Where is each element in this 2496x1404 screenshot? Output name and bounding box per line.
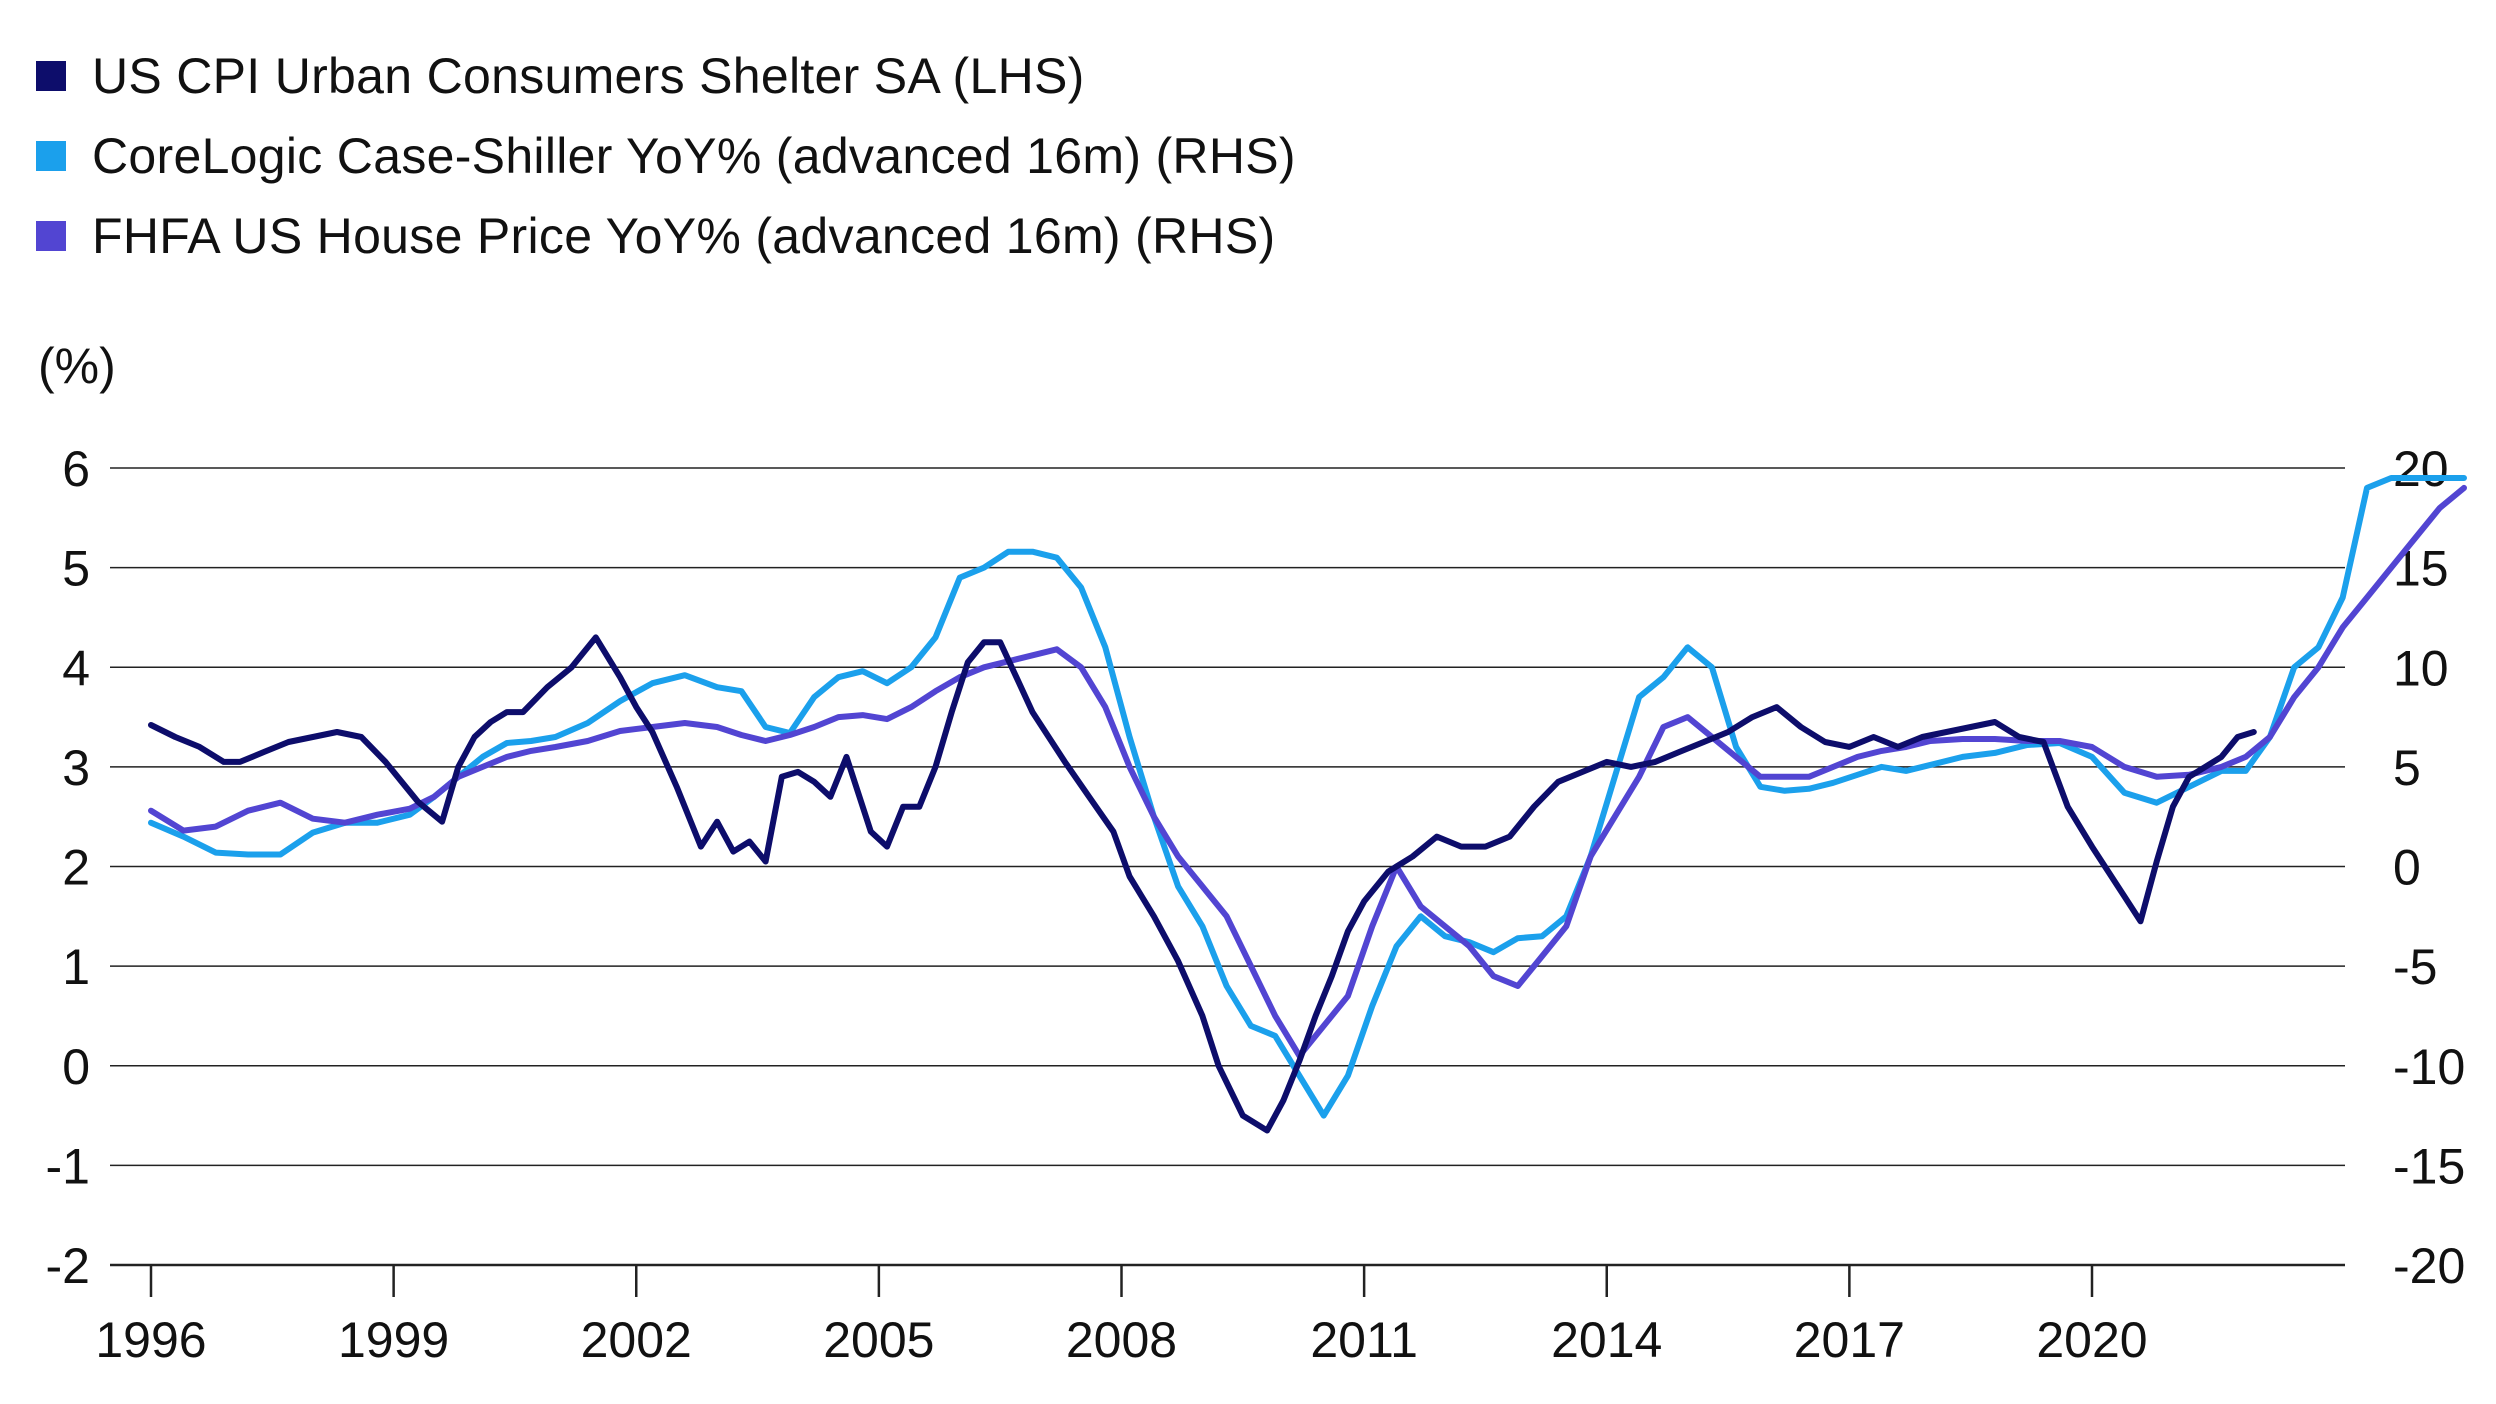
- right-tick-label: 0: [2393, 840, 2421, 896]
- legend-label-cpi-shelter: US CPI Urban Consumers Shelter SA (LHS): [92, 48, 1085, 104]
- right-tick-label: 20: [2393, 441, 2449, 497]
- y-unit-label: (%): [38, 338, 116, 394]
- x-tick-label: 2017: [1794, 1312, 1905, 1368]
- x-tick-label: 2002: [581, 1312, 692, 1368]
- left-tick-label: 4: [62, 640, 90, 696]
- legend-label-fhfa: FHFA US House Price YoY% (advanced 16m) …: [92, 208, 1276, 264]
- x-tick-label: 1999: [338, 1312, 449, 1368]
- legend-swatch-fhfa: [36, 221, 66, 251]
- left-tick-label: 5: [62, 541, 90, 597]
- legend-item-case-shiller: CoreLogic Case-Shiller YoY% (advanced 16…: [36, 116, 1296, 196]
- x-axis: 1996 1999 2002 2005 2008 2011 2014 2017 2020: [95, 1265, 2148, 1368]
- x-tick-label: 1996: [95, 1312, 206, 1368]
- right-tick-label: 15: [2393, 541, 2449, 597]
- x-tick-label: 2008: [1066, 1312, 1177, 1368]
- left-tick-label: -2: [46, 1238, 90, 1294]
- gridlines: [110, 467, 2345, 1267]
- right-axis-ticks: -20 -15 -10 -5 0 5 10 15 20: [2393, 441, 2465, 1294]
- right-tick-label: -10: [2393, 1039, 2465, 1095]
- left-tick-label: -1: [46, 1138, 90, 1194]
- left-tick-label: 3: [62, 740, 90, 796]
- left-tick-label: 1: [62, 939, 90, 995]
- left-axis-ticks: -2 -1 0 1 2 3 4 5 6: [46, 441, 90, 1294]
- right-tick-label: -15: [2393, 1138, 2465, 1194]
- series-line-case-shiller: [148, 475, 2467, 1119]
- left-tick-label: 0: [62, 1039, 90, 1095]
- series-lines: [148, 475, 2467, 1134]
- left-tick-label: 2: [62, 840, 90, 896]
- series-line-fhfa: [148, 484, 2467, 1059]
- legend-item-cpi-shelter: US CPI Urban Consumers Shelter SA (LHS): [36, 36, 1296, 116]
- x-tick-label: 2005: [823, 1312, 934, 1368]
- right-tick-label: -5: [2393, 939, 2437, 995]
- right-tick-label: 10: [2393, 640, 2449, 696]
- legend-item-fhfa: FHFA US House Price YoY% (advanced 16m) …: [36, 196, 1296, 276]
- left-tick-label: 6: [62, 441, 90, 497]
- legend-swatch-case-shiller: [36, 141, 66, 171]
- series-line-cpi-shelter: [148, 634, 2257, 1134]
- right-tick-label: 5: [2393, 740, 2421, 796]
- x-tick-label: 2020: [2036, 1312, 2147, 1368]
- right-tick-label: -20: [2393, 1238, 2465, 1294]
- x-tick-label: 2011: [1310, 1312, 1418, 1368]
- x-tick-label: 2014: [1551, 1312, 1662, 1368]
- legend-label-case-shiller: CoreLogic Case-Shiller YoY% (advanced 16…: [92, 128, 1296, 184]
- legend-swatch-cpi-shelter: [36, 61, 66, 91]
- chart-legend: US CPI Urban Consumers Shelter SA (LHS) …: [36, 36, 1296, 276]
